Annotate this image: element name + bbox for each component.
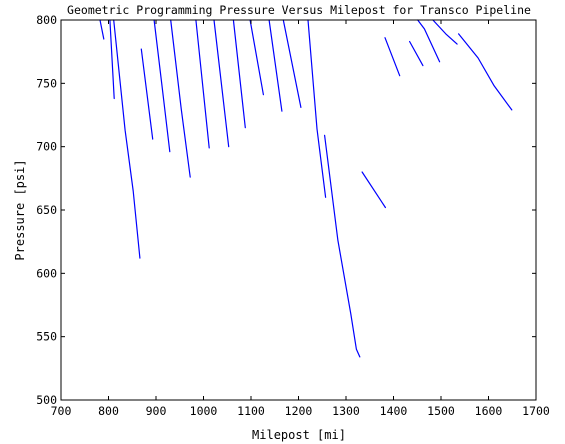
pressure-segment-12	[282, 19, 302, 109]
x-tick-label: 1300	[332, 404, 360, 418]
pressure-segment-2	[109, 19, 115, 100]
x-tick-label: 1500	[427, 404, 455, 418]
pressure-segment-15	[361, 171, 386, 209]
pressure-segment-14	[324, 134, 361, 358]
y-tick-label: 700	[36, 140, 57, 154]
x-tick-label: 900	[146, 404, 167, 418]
y-tick-label: 600	[36, 266, 57, 280]
pressure-segment-7	[195, 19, 210, 149]
y-axis-label: Pressure [psi]	[13, 159, 27, 260]
pressure-segment-17	[409, 40, 424, 67]
pressure-segment-18	[417, 19, 441, 63]
x-tick-label: 1700	[522, 404, 550, 418]
pressure-segment-9	[232, 19, 246, 129]
pressure-segment-13	[307, 19, 327, 198]
y-tick-label: 650	[36, 203, 57, 217]
x-tick-label: 1000	[190, 404, 218, 418]
x-tick-label: 1600	[475, 404, 503, 418]
y-tick-label: 800	[36, 13, 57, 27]
chart-title: Geometric Programming Pressure Versus Mi…	[67, 3, 531, 17]
y-tick-label: 500	[36, 393, 57, 407]
pressure-segment-20	[458, 33, 513, 111]
x-axis-label: Milepost [mi]	[252, 428, 346, 442]
pressure-segment-16	[384, 37, 401, 77]
pressure-segment-5	[153, 19, 171, 153]
y-tick-label: 550	[36, 330, 57, 344]
x-tick-label: 1400	[380, 404, 408, 418]
x-tick-label: 800	[98, 404, 119, 418]
pressure-segment-6	[170, 19, 191, 178]
pressure-segment-11	[268, 19, 283, 112]
y-tick-label: 750	[36, 76, 57, 90]
pressure-segment-8	[213, 19, 230, 148]
axis-ticks: 700 800 900 1000 1100 1200 1300 1400 1500 1600 170…	[36, 13, 550, 418]
plot-area	[99, 19, 513, 358]
pressure-segment-4	[140, 48, 154, 140]
pressure-segment-10	[249, 19, 264, 96]
x-tick-label: 700	[51, 404, 72, 418]
x-tick-label: 1200	[285, 404, 313, 418]
pressure-segment-19	[432, 19, 458, 45]
pressure-segment-3	[113, 19, 141, 259]
pressure-segment-1	[99, 19, 105, 40]
axes-frame	[60, 19, 537, 401]
x-tick-label: 1100	[237, 404, 265, 418]
